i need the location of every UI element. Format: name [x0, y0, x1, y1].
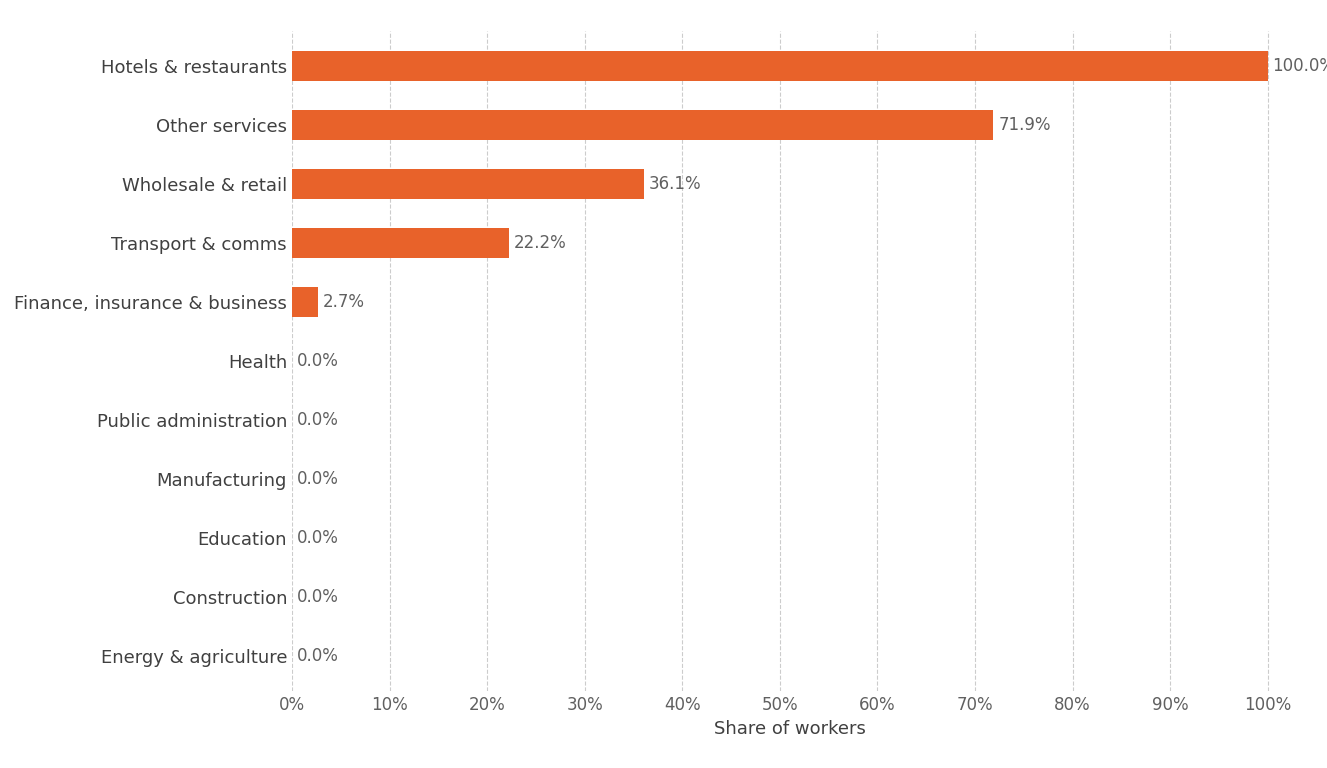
Bar	[292, 111, 994, 140]
Text: 71.9%: 71.9%	[998, 116, 1051, 134]
Text: 0.0%: 0.0%	[297, 588, 338, 606]
Bar	[292, 169, 644, 199]
Text: 22.2%: 22.2%	[514, 234, 567, 252]
Text: 0.0%: 0.0%	[297, 470, 338, 488]
Bar	[292, 287, 318, 316]
Text: 36.1%: 36.1%	[649, 175, 702, 193]
Text: 0.0%: 0.0%	[297, 411, 338, 429]
Text: 0.0%: 0.0%	[297, 529, 338, 547]
X-axis label: Share of workers: Share of workers	[714, 720, 865, 737]
Text: 100.0%: 100.0%	[1273, 57, 1327, 75]
Text: 0.0%: 0.0%	[297, 647, 338, 665]
Bar	[292, 228, 508, 258]
Bar	[292, 51, 1267, 81]
Text: 2.7%: 2.7%	[324, 293, 365, 311]
Text: 0.0%: 0.0%	[297, 352, 338, 370]
